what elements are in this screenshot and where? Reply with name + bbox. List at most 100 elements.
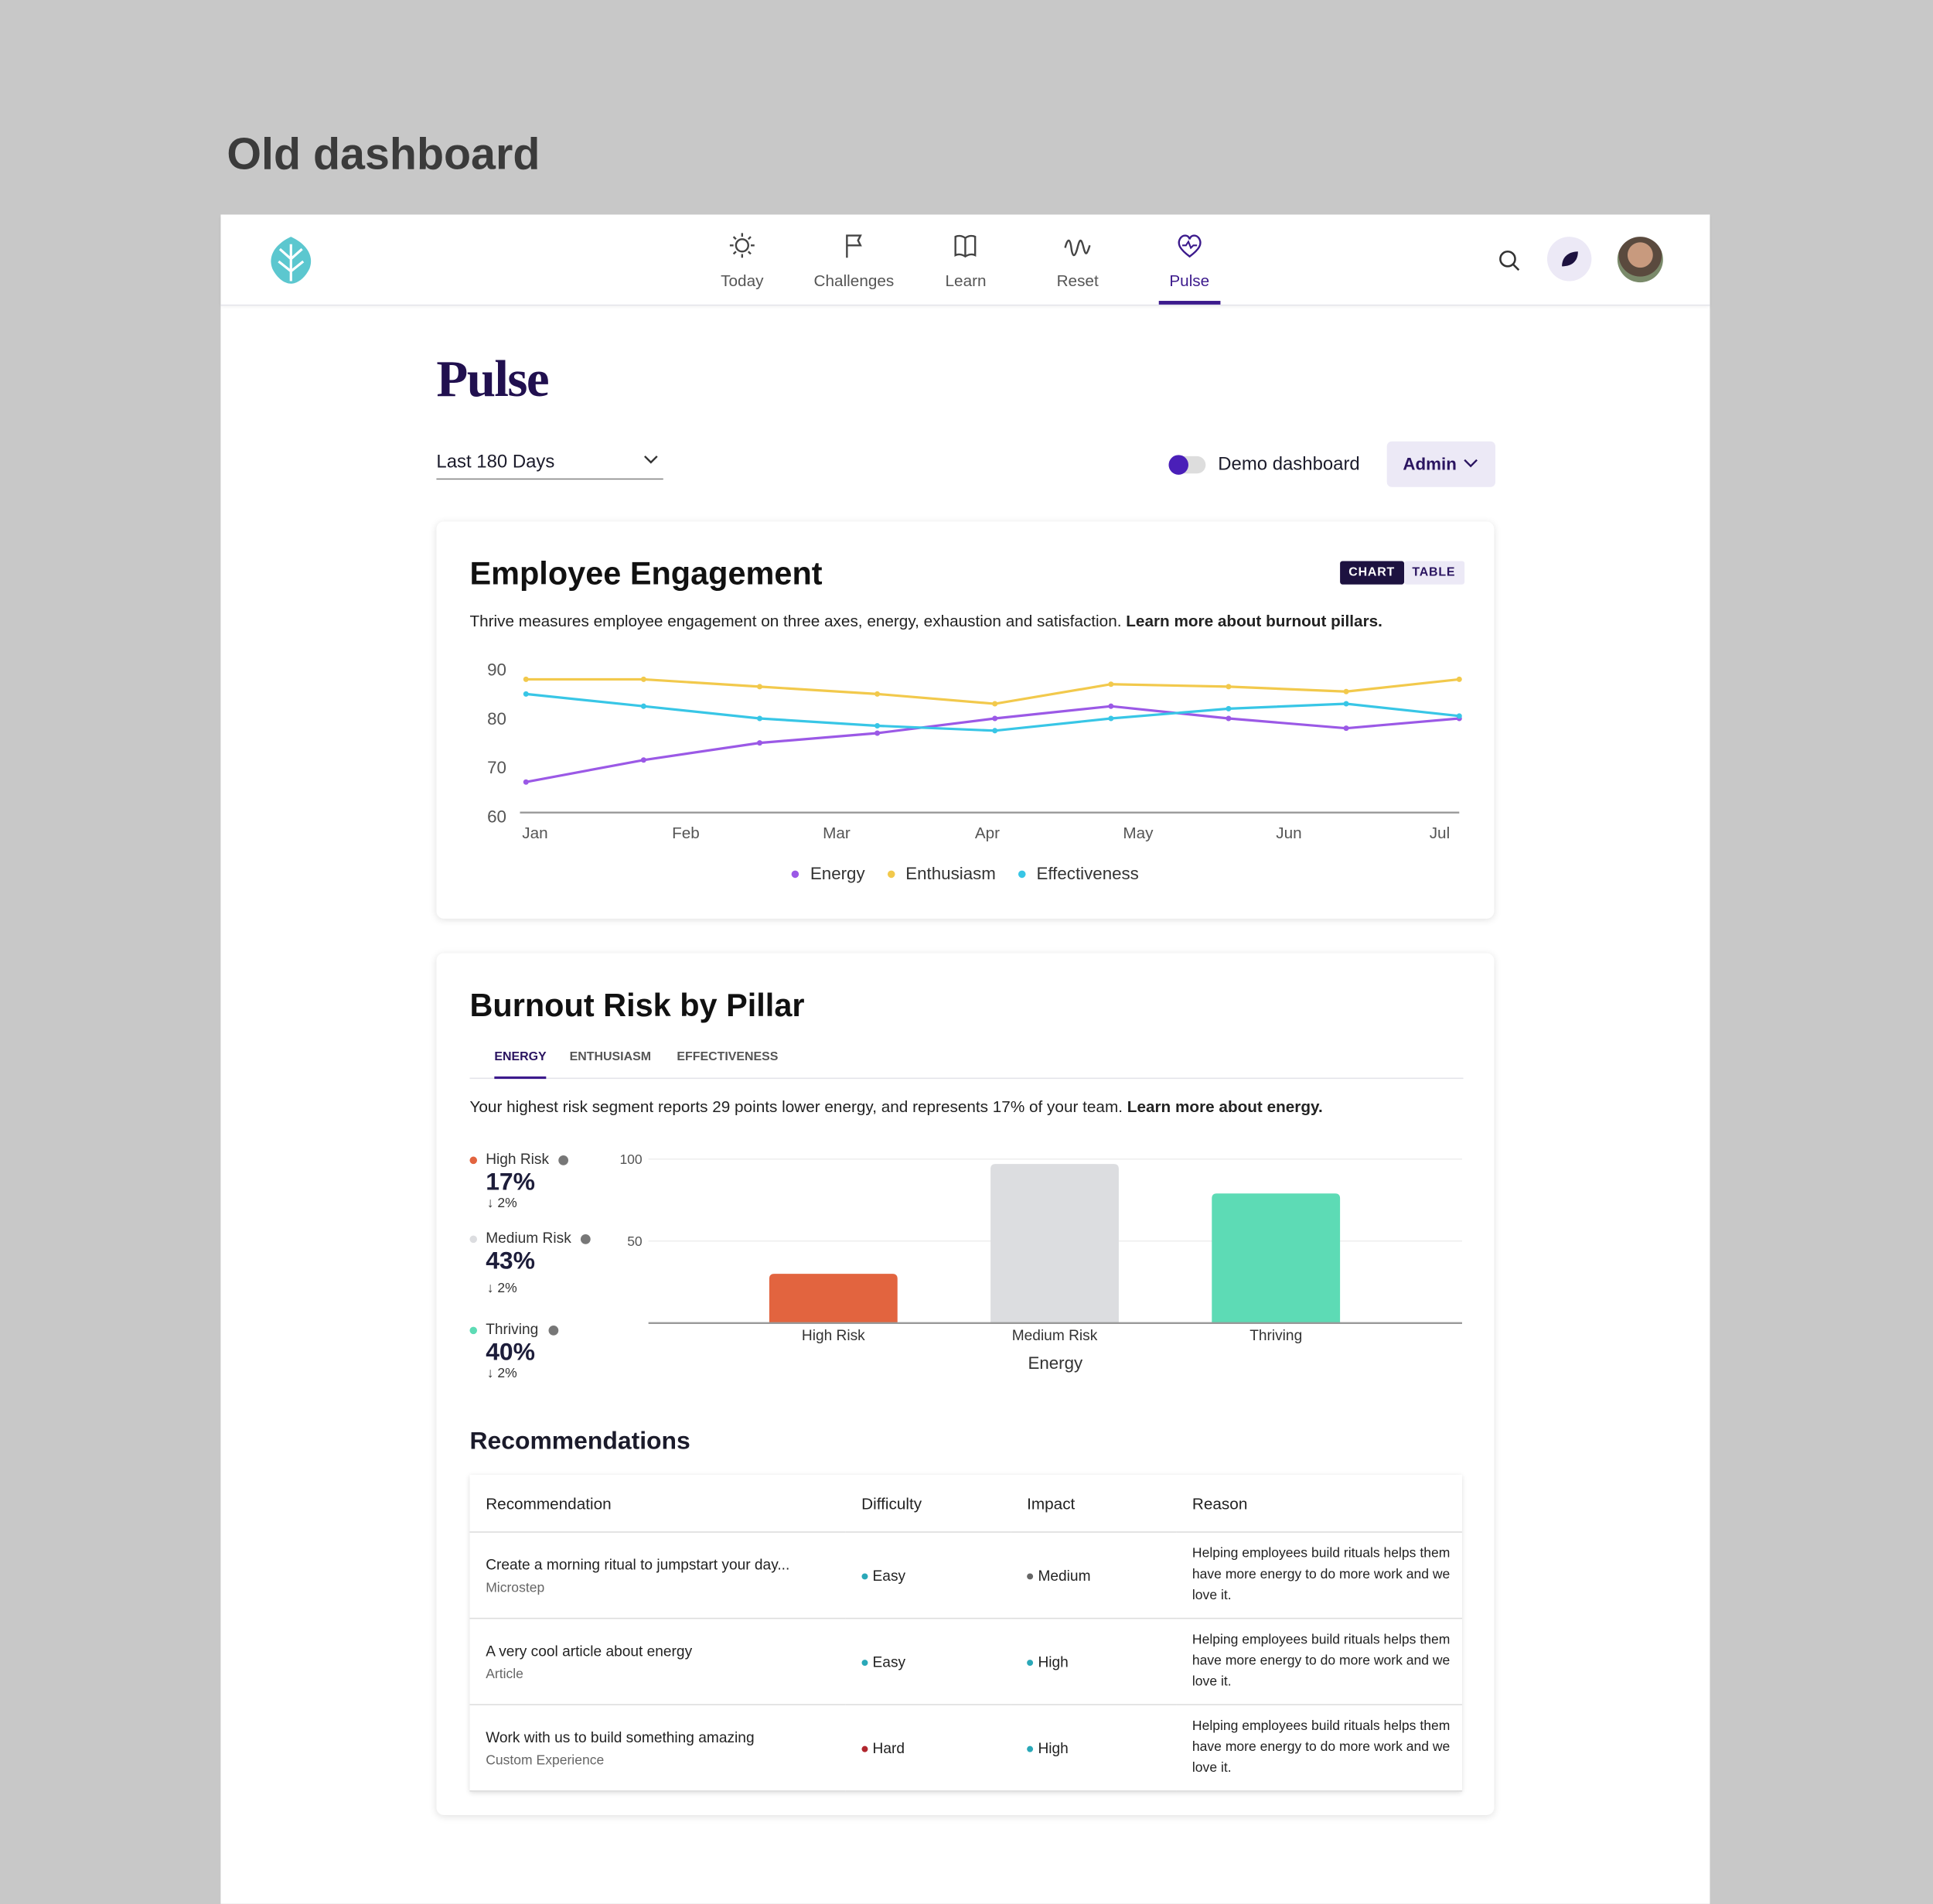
summary-change: ↓ 2% bbox=[486, 1366, 517, 1381]
search-icon[interactable] bbox=[1498, 249, 1522, 274]
legend-label: Energy bbox=[810, 863, 865, 883]
legend-dot bbox=[791, 871, 799, 879]
pillar-tab[interactable]: ENTHUSIASM bbox=[569, 1050, 652, 1064]
point bbox=[992, 728, 998, 734]
role-select[interactable]: Admin bbox=[1386, 441, 1496, 487]
nav-item[interactable]: Pulse bbox=[1134, 214, 1245, 305]
status-dot bbox=[1027, 1659, 1034, 1666]
link[interactable]: Learn more about burnout pillars. bbox=[1126, 611, 1382, 630]
pillar-tabs: ENERGY ENTHUSIASM EFFECTIVENESS bbox=[469, 1050, 1464, 1080]
point bbox=[757, 740, 763, 746]
column-header: Recommendation bbox=[469, 1474, 846, 1533]
recommendation-title: A very cool article about energy bbox=[486, 1641, 693, 1660]
impact-label: High bbox=[1038, 1739, 1069, 1757]
column-header: Difficulty bbox=[845, 1474, 1011, 1533]
info-icon[interactable] bbox=[581, 1234, 591, 1244]
reason: Helping employees build rituals helps th… bbox=[1192, 1632, 1451, 1690]
nav-label: Reset bbox=[1056, 271, 1099, 290]
description: Thrive measures employee engagement on t… bbox=[469, 611, 1122, 630]
impact-label: Medium bbox=[1038, 1566, 1091, 1585]
summary-label: Medium Risk bbox=[469, 1230, 591, 1247]
recommendation-type: Microstep bbox=[486, 1580, 545, 1595]
legend-item[interactable]: Enthusiasm bbox=[887, 863, 996, 883]
status-dot bbox=[861, 1659, 868, 1666]
point bbox=[523, 691, 529, 697]
view-tab[interactable]: TABLE bbox=[1403, 561, 1464, 585]
view-tab[interactable]: CHART bbox=[1340, 561, 1404, 585]
recommendation-cell[interactable]: Create a morning ritual to jumpstart you… bbox=[469, 1532, 846, 1619]
page-title: Pulse bbox=[436, 351, 549, 408]
recommendation-cell[interactable]: Work with us to build something amazing C… bbox=[469, 1704, 846, 1792]
legend: Energy Enthusiasm Effectiveness bbox=[436, 863, 1494, 883]
legend-label: Enthusiasm bbox=[905, 863, 996, 883]
recommendation-title: Create a morning ritual to jumpstart you… bbox=[486, 1555, 790, 1573]
header-row: Recommendation Difficulty Impact Reason bbox=[469, 1474, 1462, 1533]
card-description: Thrive measures employee engagement on t… bbox=[469, 612, 1382, 630]
legend-item[interactable]: Effectiveness bbox=[1018, 863, 1139, 883]
card-description: Your highest risk segment reports 29 poi… bbox=[469, 1097, 1322, 1116]
table-row: Create a morning ritual to jumpstart you… bbox=[469, 1532, 1462, 1619]
summary-change: ↓ 2% bbox=[486, 1281, 517, 1296]
point bbox=[1226, 705, 1232, 711]
column-header: Impact bbox=[1011, 1474, 1177, 1533]
avatar[interactable] bbox=[1617, 237, 1663, 283]
pillar-tab[interactable]: EFFECTIVENESS bbox=[677, 1050, 779, 1064]
difficulty-label: Hard bbox=[872, 1739, 905, 1757]
point bbox=[1108, 681, 1114, 688]
nav-icon bbox=[955, 234, 977, 258]
difficulty-cell: Easy bbox=[845, 1532, 1011, 1619]
summary-name: High Risk bbox=[486, 1150, 550, 1168]
toggle[interactable] bbox=[1168, 455, 1206, 475]
point bbox=[640, 703, 646, 709]
nav-item[interactable]: Reset bbox=[1022, 214, 1133, 304]
range-select[interactable]: Last 180 Days bbox=[436, 452, 663, 480]
column-header: Reason bbox=[1176, 1474, 1462, 1533]
legend-item[interactable]: Energy bbox=[791, 863, 865, 883]
legend-dot bbox=[887, 871, 895, 879]
recommendations-table: Recommendation Difficulty Impact Reason Crea… bbox=[469, 1474, 1462, 1792]
x-tick-label: Mar bbox=[823, 824, 851, 842]
difficulty-cell: Hard bbox=[845, 1704, 1011, 1792]
nav-item[interactable]: Today bbox=[687, 214, 797, 304]
point bbox=[523, 779, 529, 785]
difficulty-cell: Easy bbox=[845, 1618, 1011, 1706]
logo[interactable] bbox=[268, 234, 315, 286]
point bbox=[1456, 676, 1462, 682]
table-row: A very cool article about energy Article E… bbox=[469, 1618, 1462, 1706]
point bbox=[1343, 701, 1349, 707]
nav-bar bbox=[220, 214, 1710, 306]
nav-item[interactable]: Challenges bbox=[799, 214, 909, 304]
link[interactable]: Learn more about energy. bbox=[1127, 1097, 1323, 1116]
info-icon[interactable] bbox=[548, 1325, 558, 1336]
summary-name: Thriving bbox=[486, 1320, 539, 1338]
point bbox=[1456, 713, 1462, 719]
point bbox=[640, 676, 646, 682]
info-icon[interactable] bbox=[558, 1155, 569, 1165]
nav-label: Pulse bbox=[1169, 271, 1210, 290]
x-tick-label: Apr bbox=[975, 824, 1000, 842]
reason-cell: Helping employees build rituals helps th… bbox=[1176, 1532, 1462, 1619]
role-label: Admin bbox=[1403, 453, 1457, 474]
nav-item[interactable]: Learn bbox=[910, 214, 1021, 304]
point bbox=[1343, 688, 1349, 694]
y-tick-label: 90 bbox=[487, 660, 506, 680]
point bbox=[874, 722, 881, 729]
status-dot bbox=[861, 1573, 868, 1580]
point bbox=[1226, 684, 1232, 690]
recommendation-type: Custom Experience bbox=[486, 1752, 605, 1768]
summary-label: High Risk bbox=[469, 1150, 569, 1168]
status-dot bbox=[1027, 1745, 1034, 1752]
nav-label: Today bbox=[721, 271, 764, 290]
nav-label: Learn bbox=[945, 271, 987, 290]
reason: Helping employees build rituals helps th… bbox=[1192, 1718, 1451, 1776]
legend-dot bbox=[1018, 871, 1026, 879]
recommendation-cell[interactable]: A very cool article about energy Article bbox=[469, 1618, 846, 1706]
leaf-button[interactable] bbox=[1546, 237, 1592, 282]
pillar-tab[interactable]: ENERGY bbox=[494, 1050, 547, 1080]
summary-label: Thriving bbox=[469, 1320, 558, 1338]
section-title: Recommendations bbox=[469, 1428, 690, 1455]
heading: Old dashboard bbox=[227, 128, 540, 179]
x-tick-label: Jun bbox=[1276, 824, 1301, 842]
summary-change: ↓ 2% bbox=[486, 1196, 517, 1211]
